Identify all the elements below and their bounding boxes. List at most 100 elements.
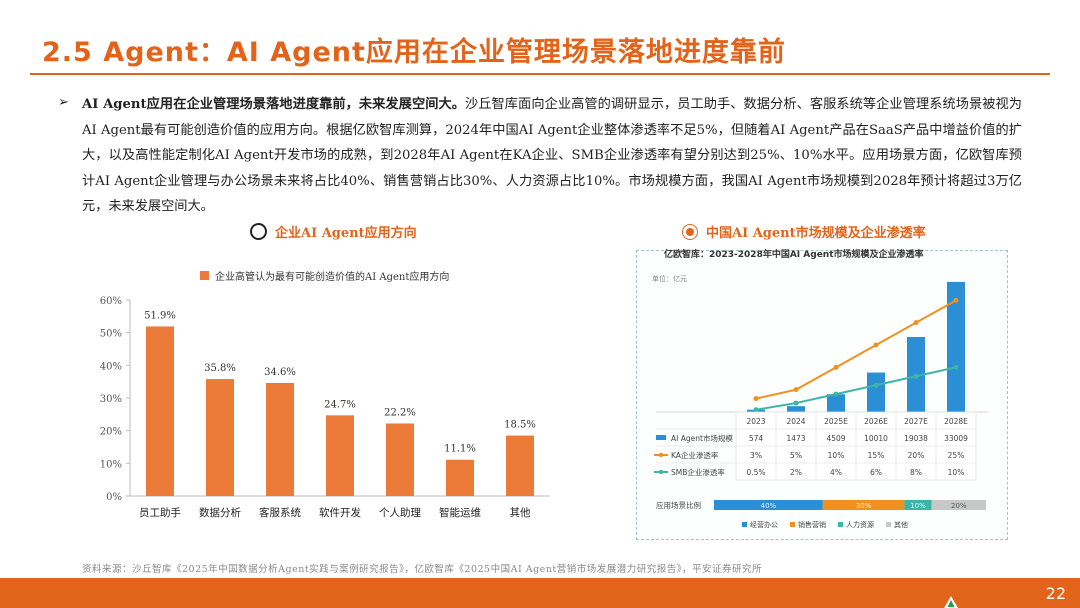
x-tick-label: 2026E <box>864 417 888 426</box>
legend-label: 其他 <box>894 520 908 529</box>
table-cell: 25% <box>948 451 965 460</box>
bar <box>146 326 174 496</box>
market-chart-unit: 单位：亿元 <box>652 275 687 283</box>
legend-swatch <box>742 522 747 527</box>
table-cell: 20% <box>908 451 925 460</box>
x-tick-label: 其他 <box>510 506 531 519</box>
scenario-segment-label: 30% <box>856 502 872 510</box>
table-cell: 8% <box>910 468 922 477</box>
market-size-chart: 2023 2024 2025E 2026E 2027E 2028E AI Agent市场规模… <box>654 281 988 529</box>
smb-penetration-point <box>833 391 839 397</box>
scenario-segment <box>822 500 905 510</box>
bar <box>206 379 234 496</box>
x-tick-label: 智能运维 <box>439 506 481 519</box>
footer-bar <box>0 578 1080 608</box>
data-label: 11.1% <box>444 444 476 455</box>
series-marker <box>656 435 666 440</box>
title-divider <box>30 73 1050 75</box>
legend-swatch <box>790 522 795 527</box>
page-title: 2.5 Agent：AI Agent应用在企业管理场景落地进度靠前 <box>42 37 786 68</box>
bar <box>326 415 354 496</box>
bar <box>867 372 885 412</box>
x-tick-label: 2027E <box>904 417 928 426</box>
ka-penetration-point <box>793 387 799 393</box>
market-chart-panel <box>636 250 1008 540</box>
bar <box>266 382 294 496</box>
scenario-segment <box>714 500 823 510</box>
y-tick-label: 30% <box>100 394 122 405</box>
legend-label: 销售营销 <box>798 520 826 529</box>
series-name: KA企业渗透率 <box>671 450 719 460</box>
summary-paragraph: AI Agent应用在企业管理场景落地进度靠前，未来发展空间大。沙丘智库面向企业… <box>82 92 1022 220</box>
summary-lead: AI Agent应用在企业管理场景落地进度靠前，未来发展空间大。 <box>82 97 465 112</box>
data-label: 22.2% <box>384 407 416 418</box>
bar <box>787 406 805 412</box>
x-tick-label: 个人助理 <box>379 506 421 519</box>
table-cell: 19038 <box>904 434 928 443</box>
y-tick-label: 50% <box>100 329 122 340</box>
x-tick-label: 软件开发 <box>319 506 361 519</box>
bar <box>446 459 474 496</box>
y-tick-label: 20% <box>100 427 122 438</box>
market-chart-title: 亿欧智库：2023-2028年中国AI Agent市场规模及企业渗透率 <box>664 250 924 260</box>
data-label: 51.9% <box>144 310 176 321</box>
scenario-segment-label: 40% <box>761 502 777 510</box>
smb-penetration-line <box>755 366 957 411</box>
x-tick-label: 2028E <box>944 417 968 426</box>
circle-icon <box>250 223 267 240</box>
x-tick-label: 员工助手 <box>139 506 181 519</box>
x-tick-label: 2025E <box>824 417 848 426</box>
data-label: 24.7% <box>324 399 356 410</box>
bar <box>827 394 845 412</box>
left-section-header: 企业AI Agent应用方向 <box>250 222 417 241</box>
y-tick-label: 10% <box>100 459 122 470</box>
legend-swatch <box>838 522 843 527</box>
smb-penetration-point <box>953 364 959 370</box>
legend-swatch <box>200 271 209 280</box>
table-cell: 6% <box>870 468 882 477</box>
legend-swatch <box>886 522 891 527</box>
table-cell: 10010 <box>864 434 888 443</box>
x-tick-label: 数据分析 <box>199 506 241 519</box>
table-cell: 4509 <box>826 434 845 443</box>
y-tick-label: 0% <box>106 492 122 503</box>
series-marker-point <box>658 469 664 475</box>
legend-label: 人力资源 <box>846 520 874 529</box>
ka-penetration-point <box>873 342 879 348</box>
bar <box>386 423 414 496</box>
series-name: SMB企业渗透率 <box>671 467 725 477</box>
y-tick-label: 40% <box>100 361 122 372</box>
x-tick-label: 2024 <box>786 417 805 426</box>
table-cell: 33009 <box>944 434 968 443</box>
summary-body: 沙丘智库面向企业高管的调研显示，员工助手、数据分析、客服系统等企业管理系统场景被… <box>82 97 1022 214</box>
series-name: AI Agent市场规模 <box>671 433 733 443</box>
table-cell: 4% <box>830 468 842 477</box>
scenario-segment-label: 10% <box>910 502 926 510</box>
ka-penetration-point <box>833 364 839 370</box>
scenario-label: 应用场景比例 <box>656 500 701 510</box>
ka-penetration-point <box>753 396 759 402</box>
page-number: 22 <box>1045 584 1066 603</box>
source-note: 资料来源：沙丘智库《2025年中国数据分析Agent实践与案例研究报告》，亿欧智… <box>82 564 762 575</box>
ka-penetration-line <box>755 299 957 400</box>
logo-icon <box>944 596 958 608</box>
bullet-arrow-icon: ➢ <box>58 95 69 110</box>
y-tick-label: 60% <box>100 296 122 307</box>
left-legend-label: 企业高管认为最有可能创造价值的AI Agent应用方向 <box>215 272 450 283</box>
smb-penetration-point <box>793 400 799 406</box>
smb-penetration-point <box>753 407 759 413</box>
bar <box>947 281 965 412</box>
series-marker-point <box>658 452 664 458</box>
x-tick-label: 2023 <box>746 417 765 426</box>
table-cell: 15% <box>868 451 885 460</box>
left-section-label: 企业AI Agent应用方向 <box>275 226 417 241</box>
bar-chart-application-direction: 0% 10% 20% 30% 40% 50% 60% 51.9% 员工助手 35.8% 数据分析 34… <box>100 296 550 519</box>
table-cell: 0.5% <box>746 468 765 477</box>
data-label: 34.6% <box>264 367 296 378</box>
smb-penetration-point <box>873 382 879 388</box>
smb-penetration-point <box>913 373 919 379</box>
table-cell: 1473 <box>786 434 805 443</box>
table-cell: 10% <box>828 451 845 460</box>
scenario-segment <box>931 500 986 510</box>
right-section-label: 中国AI Agent市场规模及企业渗透率 <box>706 226 926 241</box>
